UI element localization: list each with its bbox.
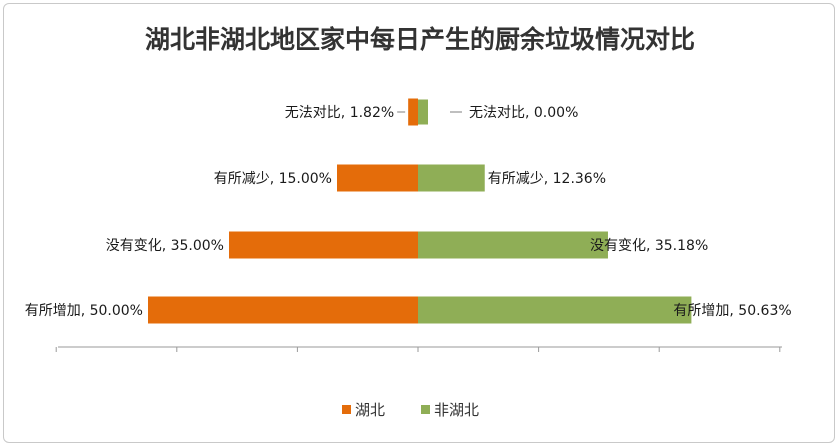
data-label-hubei-2: 没有变化, 35.00% [106,238,224,254]
data-label-non-hubei-2: 没有变化, 35.18% [590,238,708,254]
bar-non-hubei-stub-0 [418,99,428,125]
chart-title: 湖北非湖北地区家中每日产生的厨余垃圾情况对比 [145,25,695,54]
legend: 湖北 非湖北 [342,401,479,419]
legend-swatch-0 [342,405,351,414]
bar-hubei-2 [229,231,418,259]
chart-frame [3,3,835,443]
data-label-non-hubei-0: 无法对比, 0.00% [469,105,578,121]
bar-hubei-0 [408,98,418,126]
x-axis [55,346,782,352]
bar-non-hubei-1 [418,164,485,192]
legend-swatch-1 [421,405,430,414]
bar-non-hubei-3 [418,296,692,324]
data-label-hubei-3: 有所增加, 50.00% [25,303,143,319]
bar-non-hubei-2 [418,231,608,259]
data-label-non-hubei-3: 有所增加, 50.63% [673,303,791,319]
legend-label-0: 湖北 [355,401,385,419]
data-label-hubei-0: 无法对比, 1.82% [285,105,394,121]
data-label-non-hubei-1: 有所减少, 12.36% [488,171,606,187]
bars-group: 无法对比, 1.82% 无法对比, 0.00% 有所减少, 15.00% 有所减少, … [25,98,792,324]
bar-hubei-1 [337,164,418,192]
bar-hubei-3 [148,296,418,324]
legend-label-1: 非湖北 [434,401,479,419]
data-label-hubei-1: 有所减少, 15.00% [214,171,332,187]
